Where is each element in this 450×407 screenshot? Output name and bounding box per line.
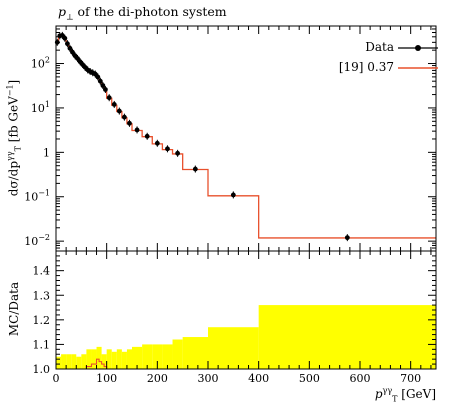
data-point xyxy=(100,83,106,88)
data-point xyxy=(175,150,181,156)
ratio-band-bin xyxy=(81,354,87,369)
legend-label-data: Data xyxy=(365,40,394,54)
top-y-tick-label: 1 xyxy=(43,146,50,159)
data-point xyxy=(134,127,140,133)
ratio-band-bin xyxy=(116,349,122,369)
ratio-band-bin xyxy=(132,346,143,369)
ratio-band-bin xyxy=(208,327,259,369)
ratio-band-bin xyxy=(96,346,102,369)
ratio-band-bin xyxy=(106,349,112,369)
data-point xyxy=(116,108,122,114)
data-point xyxy=(192,166,198,172)
bottom-y-tick-label: 1.2 xyxy=(33,314,51,327)
data-point xyxy=(70,49,75,55)
data-point xyxy=(154,140,160,146)
data-point xyxy=(97,78,103,84)
ratio-band-bin xyxy=(172,339,183,369)
x-tick-label: 300 xyxy=(198,372,219,385)
x-axis-label: pγγT [GeV] xyxy=(374,386,436,404)
data-point xyxy=(144,133,150,139)
ratio-band-bin xyxy=(56,356,62,369)
title-sub: ⊥ xyxy=(66,12,74,22)
data-point xyxy=(62,35,68,41)
data-point xyxy=(106,95,112,101)
chart-title: p⊥ of the di-photon system xyxy=(58,4,227,22)
data-point xyxy=(344,235,350,241)
y-axis-label-bottom: MC/Data xyxy=(7,281,21,337)
legend-symbol-mc xyxy=(398,67,438,69)
top-y-tick-label: 101 xyxy=(31,100,50,115)
x-tick-label: 700 xyxy=(400,372,421,385)
data-point xyxy=(75,56,80,61)
x-tick-label: 400 xyxy=(248,372,269,385)
ratio-band-bin xyxy=(91,349,97,369)
top-y-tick-label: 10−2 xyxy=(24,233,50,248)
title-rest: of the di-photon system xyxy=(73,4,227,19)
data-point xyxy=(165,146,170,152)
ratio-band-bin xyxy=(162,344,173,369)
ratio-band-bin xyxy=(258,305,436,369)
ratio-band-bin xyxy=(142,344,153,369)
legend-symbol-data xyxy=(398,45,438,51)
ratio-band-bin xyxy=(71,354,77,369)
ratio-band-bin xyxy=(126,349,132,369)
data-point xyxy=(103,87,108,92)
x-tick-label: 600 xyxy=(350,372,371,385)
top-y-tick-label: 10−1 xyxy=(24,189,50,204)
top-y-tick-label: 102 xyxy=(31,56,50,71)
ratio-band-bin xyxy=(86,349,92,369)
x-tick-label: 100 xyxy=(96,372,117,385)
legend-item-data: Data xyxy=(300,38,442,58)
ratio-band-bin xyxy=(111,351,117,369)
data-point xyxy=(127,120,132,126)
data-point xyxy=(122,114,127,120)
legend-label-mc: [19] 0.37 xyxy=(338,60,394,74)
bottom-y-tick-label: 1.4 xyxy=(33,265,51,278)
y-axis-label-top: dσ/dpγγT [fb GeV−1] xyxy=(5,79,23,197)
ratio-band-bin xyxy=(121,351,127,369)
data-point xyxy=(67,45,73,51)
legend: Data [19] 0.37 xyxy=(300,38,442,78)
data-point xyxy=(111,102,117,107)
ratio-band-bin xyxy=(66,354,72,369)
legend-item-mc: [19] 0.37 xyxy=(300,58,442,78)
ratio-band-bin xyxy=(101,354,107,369)
x-tick-label: 0 xyxy=(53,372,60,385)
title-var: p xyxy=(58,4,67,19)
data-point xyxy=(230,192,236,198)
data-point xyxy=(65,41,70,47)
bottom-y-tick-label: 1.3 xyxy=(33,289,51,302)
data-point xyxy=(95,74,101,80)
x-tick-label: 200 xyxy=(147,372,168,385)
ratio-band-bin xyxy=(76,356,82,369)
ratio-band-bin xyxy=(61,354,67,369)
x-tick-label: 500 xyxy=(299,372,320,385)
ratio-band-bin xyxy=(182,337,208,369)
ratio-band-bin xyxy=(152,344,163,369)
bottom-y-tick-label: 1.0 xyxy=(33,363,51,376)
bottom-y-tick-label: 1.1 xyxy=(33,338,51,351)
